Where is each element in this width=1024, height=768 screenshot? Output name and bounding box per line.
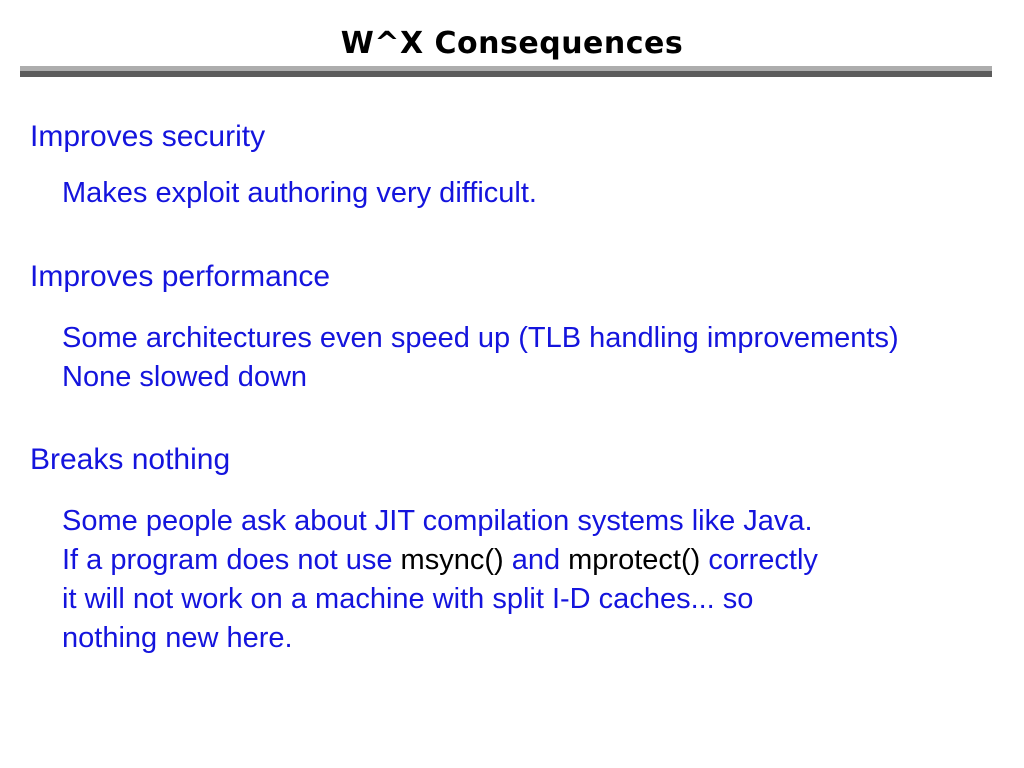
section-heading-improves-performance: Improves performance	[30, 260, 331, 293]
inline-code-msync: msync()	[400, 544, 504, 576]
body-text: Some architectures even speed up (TLB ha…	[62, 322, 899, 354]
body-line: nothing new here.	[62, 622, 293, 655]
body-text: and	[503, 544, 569, 576]
body-line: Some architectures even speed up (TLB ha…	[62, 322, 899, 355]
body-text: Some people ask about JIT compilation sy…	[62, 505, 813, 537]
body-line: Some people ask about JIT compilation sy…	[62, 505, 813, 538]
body-text: If a program does not use	[62, 544, 401, 576]
body-text: Makes exploit authoring very difficult.	[62, 177, 537, 209]
body-text: correctly	[700, 544, 818, 576]
body-line: None slowed down	[62, 361, 307, 394]
title-rule-light-bar	[20, 66, 992, 71]
body-line: it will not work on a machine with split…	[62, 583, 753, 616]
section-heading-improves-security: Improves security	[30, 120, 266, 153]
inline-code-mprotect: mprotect()	[568, 544, 701, 576]
slide-title: W^X Consequences	[340, 26, 684, 61]
body-line: Makes exploit authoring very difficult.	[62, 177, 537, 210]
section-heading-breaks-nothing: Breaks nothing	[30, 443, 231, 476]
body-text: it will not work on a machine with split…	[62, 583, 754, 615]
body-text: None slowed down	[62, 361, 308, 393]
body-line: If a program does not use msync() and mp…	[62, 544, 818, 577]
body-text: nothing new here.	[62, 622, 293, 654]
title-rule-dark-bar	[20, 71, 992, 77]
